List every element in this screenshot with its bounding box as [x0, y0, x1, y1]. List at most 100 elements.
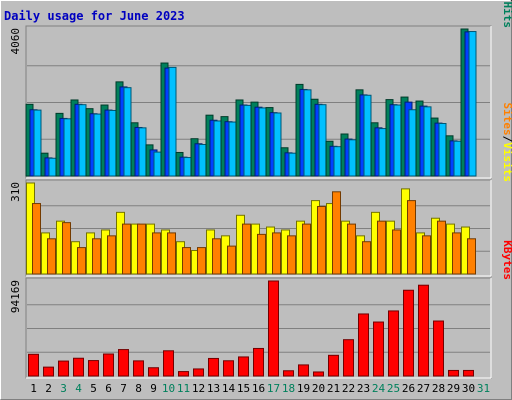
- panel-kbytes: 94169 KBytes: [9, 240, 512, 379]
- bar-sites-day-8: [137, 223, 146, 275]
- bar-kbytes-day-12: [193, 368, 204, 377]
- bar-pages-day-17: [273, 112, 282, 177]
- bar-kbytes-day-23: [358, 313, 369, 377]
- bar-kbytes-day-6: [103, 353, 114, 377]
- day-label: 14: [222, 382, 236, 395]
- bar-sites-day-21: [332, 191, 341, 275]
- bar-sites-day-22: [347, 223, 356, 275]
- bar-sites-day-27: [422, 235, 431, 275]
- bar-pages-day-12: [198, 144, 207, 177]
- day-label: 18: [282, 382, 295, 395]
- bar-pages-day-19: [303, 89, 312, 177]
- day-label: 3: [60, 382, 67, 395]
- day-label: 27: [417, 382, 430, 395]
- bar-pages-day-20: [318, 104, 327, 177]
- bar-pages-day-10: [168, 66, 177, 177]
- day-label: 5: [90, 382, 97, 395]
- bar-kbytes-day-1: [28, 353, 39, 377]
- bar-pages-day-14: [228, 121, 237, 177]
- bar-pages-day-30: [468, 31, 477, 177]
- day-label: 4: [75, 382, 82, 395]
- bar-sites-day-12: [197, 247, 206, 275]
- day-label: 6: [105, 382, 112, 395]
- bar-kbytes-day-14: [223, 360, 234, 377]
- bar-pages-day-8: [138, 127, 147, 177]
- bar-kbytes-day-25: [388, 310, 399, 377]
- day-label: 13: [207, 382, 220, 395]
- bar-pages-day-5: [93, 113, 102, 177]
- day-label: 22: [342, 382, 355, 395]
- bar-sites-day-30: [467, 238, 476, 275]
- day-label: 12: [192, 382, 205, 395]
- day-label: 23: [357, 382, 370, 395]
- bar-sites-day-15: [242, 223, 251, 275]
- bar-pages-day-15: [243, 104, 252, 177]
- bar-kbytes-day-2: [43, 366, 54, 377]
- bar-pages-day-3: [63, 118, 72, 177]
- legend-item: Sites: [501, 103, 512, 136]
- bar-pages-day-18: [288, 152, 297, 177]
- bar-pages-day-23: [363, 94, 372, 177]
- bar-kbytes-day-5: [88, 360, 99, 377]
- chart-title: Daily usage for June 2023: [4, 9, 185, 23]
- bar-sites-day-10: [167, 232, 176, 275]
- bar-sites-day-26: [407, 200, 416, 275]
- bar-sites-day-17: [272, 232, 281, 275]
- axis-max-label: 310: [9, 182, 22, 202]
- bar-sites-day-14: [227, 245, 236, 275]
- axis-max-label: 4060: [9, 28, 22, 55]
- bar-pages-day-11: [183, 157, 192, 177]
- panel-visits: 310 Sites/Visits: [9, 103, 512, 277]
- bar-kbytes-day-17: [268, 280, 279, 377]
- bar-kbytes-day-7: [118, 349, 129, 377]
- day-label: 15: [237, 382, 250, 395]
- bar-pages-day-1: [33, 109, 42, 177]
- day-label: 17: [267, 382, 280, 395]
- bar-kbytes-day-20: [313, 371, 324, 377]
- bar-sites-day-4: [77, 247, 86, 275]
- day-label: 1: [30, 382, 37, 395]
- bar-pages-day-25: [393, 104, 402, 177]
- bar-pages-day-7: [123, 87, 132, 177]
- bar-pages-day-26: [408, 109, 417, 177]
- day-label: 19: [297, 382, 310, 395]
- bar-kbytes-day-11: [178, 371, 189, 377]
- day-label: 28: [432, 382, 445, 395]
- bar-pages-day-13: [213, 120, 222, 177]
- bar-kbytes-day-22: [343, 339, 354, 377]
- day-label: 16: [252, 382, 265, 395]
- bar-pages-day-9: [153, 151, 162, 177]
- legend-item: Visits: [501, 142, 512, 182]
- day-label: 29: [447, 382, 460, 395]
- day-label: 20: [312, 382, 325, 395]
- bar-sites-day-1: [32, 203, 41, 275]
- legend-item: /: [501, 136, 512, 143]
- day-label: 31: [477, 382, 490, 395]
- day-label: 21: [327, 382, 340, 395]
- day-label: 9: [150, 382, 157, 395]
- bar-sites-day-23: [362, 241, 371, 275]
- bar-kbytes-day-19: [298, 364, 309, 377]
- bar-pages-day-2: [48, 157, 57, 177]
- bar-sites-day-16: [257, 233, 266, 275]
- day-label: 10: [162, 382, 175, 395]
- axis-max-label: 94169: [9, 280, 22, 313]
- bar-kbytes-day-3: [58, 360, 69, 377]
- bar-pages-day-4: [78, 104, 87, 177]
- bar-kbytes-day-21: [328, 354, 339, 377]
- bar-kbytes-day-18: [283, 370, 294, 377]
- bar-kbytes-day-10: [163, 350, 174, 377]
- bar-sites-day-18: [287, 235, 296, 275]
- bar-sites-day-29: [452, 232, 461, 275]
- bar-pages-day-21: [333, 146, 342, 177]
- bar-sites-day-20: [317, 205, 326, 275]
- legend-item: KBytes: [501, 240, 512, 280]
- bar-sites-day-28: [437, 220, 446, 275]
- bar-pages-day-22: [348, 139, 357, 177]
- day-label: 24: [372, 382, 386, 395]
- day-label: 2: [45, 382, 52, 395]
- bar-kbytes-day-29: [448, 369, 459, 377]
